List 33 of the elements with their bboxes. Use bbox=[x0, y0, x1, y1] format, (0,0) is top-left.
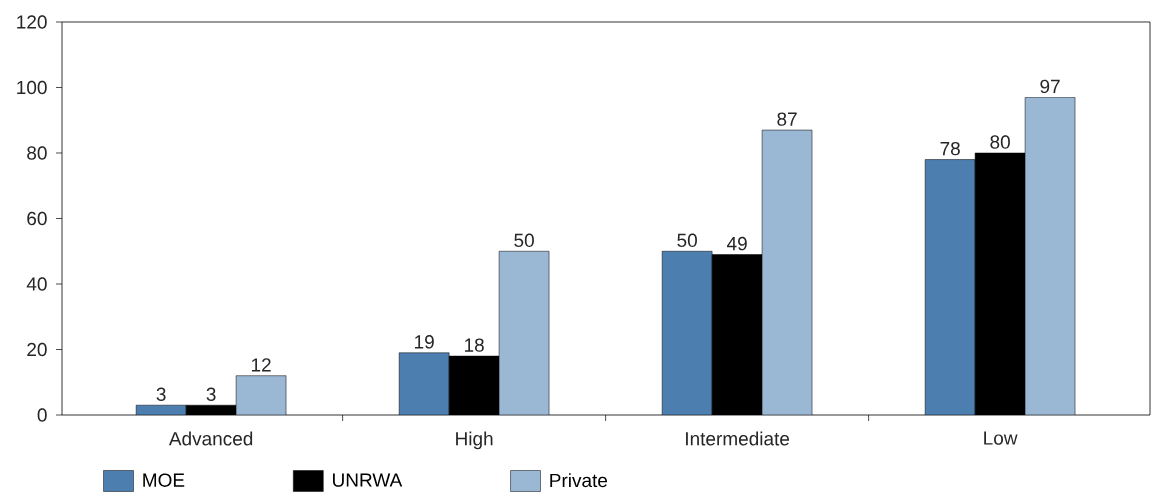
data-label: 50 bbox=[677, 233, 697, 248]
y-tick-label: 80 bbox=[27, 146, 47, 160]
x-tick-label: Intermediate bbox=[686, 431, 790, 446]
bar bbox=[235, 375, 287, 415]
legend-label: UNRWA bbox=[333, 473, 403, 487]
y-tick-label: 0 bbox=[37, 408, 47, 422]
data-label: 19 bbox=[415, 335, 434, 349]
x-tick-label: Advanced bbox=[168, 431, 253, 446]
data-label: 3 bbox=[156, 387, 166, 401]
data-label: 18 bbox=[465, 338, 484, 352]
data-label: 49 bbox=[726, 236, 747, 251]
y-tick-label: 60 bbox=[27, 211, 47, 226]
y-tick-label: 100 bbox=[17, 80, 47, 95]
bar bbox=[498, 251, 550, 415]
data-label: 97 bbox=[1040, 79, 1060, 94]
y-tick-label: 20 bbox=[27, 342, 47, 357]
x-tick-label: High bbox=[456, 431, 493, 450]
data-label: 78 bbox=[940, 141, 960, 156]
bar bbox=[661, 251, 713, 415]
data-label: 87 bbox=[777, 112, 797, 126]
data-label: 3 bbox=[206, 387, 216, 401]
bar bbox=[761, 129, 813, 415]
bar bbox=[924, 159, 976, 415]
y-tick-label: 120 bbox=[17, 15, 47, 29]
bar bbox=[398, 352, 450, 415]
bar bbox=[1024, 97, 1076, 415]
legend-label: Private bbox=[550, 473, 608, 488]
y-tick-label: 40 bbox=[26, 277, 47, 291]
data-label: 12 bbox=[251, 358, 271, 372]
data-label: 50 bbox=[514, 233, 534, 248]
data-label: 80 bbox=[990, 135, 1010, 149]
legend-label: MOE bbox=[143, 473, 185, 487]
x-tick-label: Low bbox=[984, 431, 1018, 445]
